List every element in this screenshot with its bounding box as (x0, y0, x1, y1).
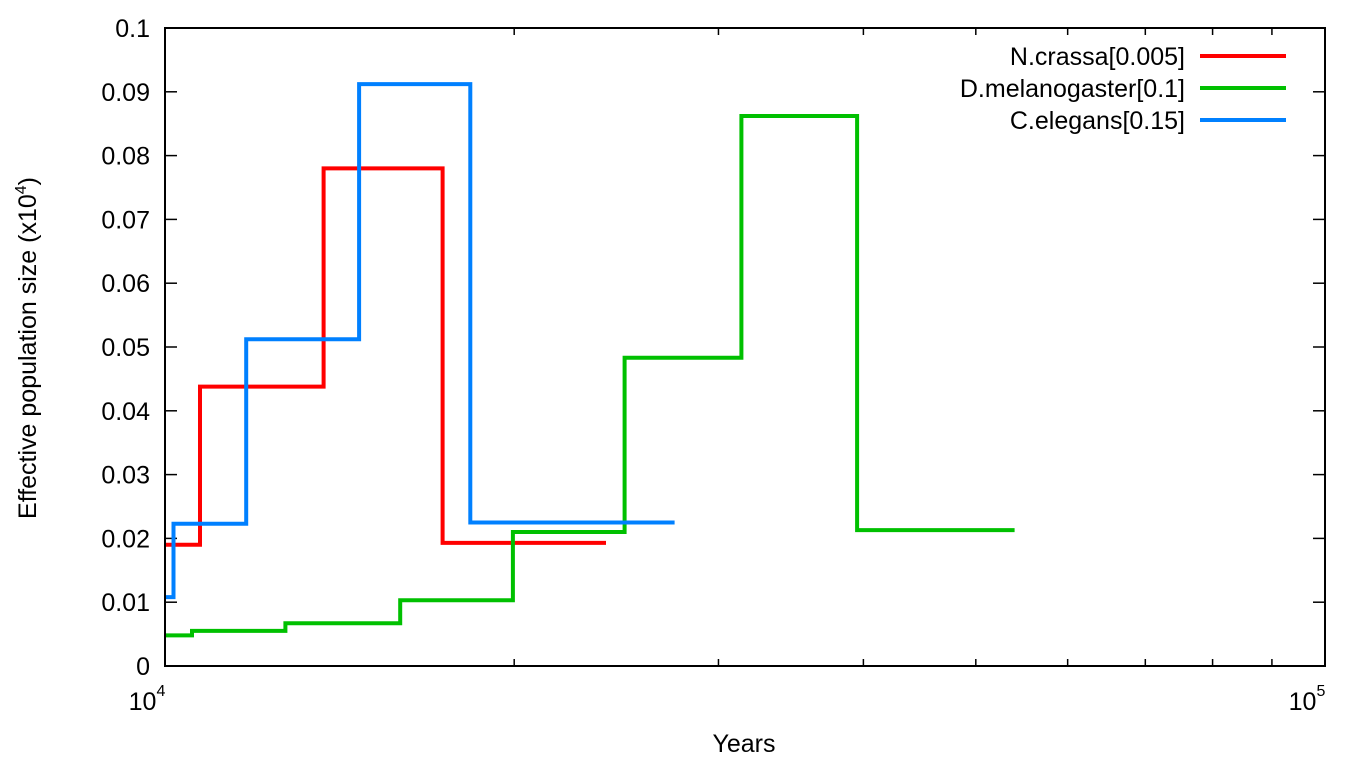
x-tick-label: 105 (1289, 683, 1326, 716)
y-axis-title-text: Effective population size (x10 (14, 194, 42, 519)
series-line-1 (165, 166, 606, 547)
y-tick-label: 0.1 (115, 15, 150, 43)
y-tick-label: 0.07 (101, 206, 150, 234)
legend-label: C.elegans[0.15] (1010, 107, 1185, 135)
y-tick-label: 0.03 (101, 462, 150, 490)
x-tick-label: 104 (129, 683, 166, 716)
series-line-2 (165, 114, 1015, 638)
legend-label: D.melanogaster[0.1] (960, 75, 1185, 103)
y-axis-title-suffix: ) (14, 177, 42, 185)
y-tick-label: 0 (136, 653, 150, 681)
series-line-3 (165, 82, 675, 600)
y-axis-title-superscript: 4 (13, 185, 30, 194)
y-tick-label: 0.09 (101, 79, 150, 107)
y-tick-label: 0.05 (101, 334, 150, 362)
y-tick-label: 0.04 (101, 398, 150, 426)
y-tick-label: 0.01 (101, 589, 150, 617)
y-axis-title: Effective population size (x104) (13, 177, 42, 519)
legend-label: N.crassa[0.005] (1010, 43, 1185, 71)
y-tick-label: 0.08 (101, 143, 150, 171)
plot-frame (164, 27, 1326, 667)
x-axis-title: Years (712, 730, 775, 758)
y-tick-label: 0.02 (101, 525, 150, 553)
axes: 0 0.01 0.02 0.03 0.04 0.05 0.06 0.07 0.08 0.09 0.1… (101, 15, 1326, 716)
y-tick-label: 0.06 (101, 270, 150, 298)
series-lines (165, 82, 1015, 638)
legend: N.crassa[0.005] D.melanogaster[0.1] C.eleg… (960, 43, 1286, 135)
